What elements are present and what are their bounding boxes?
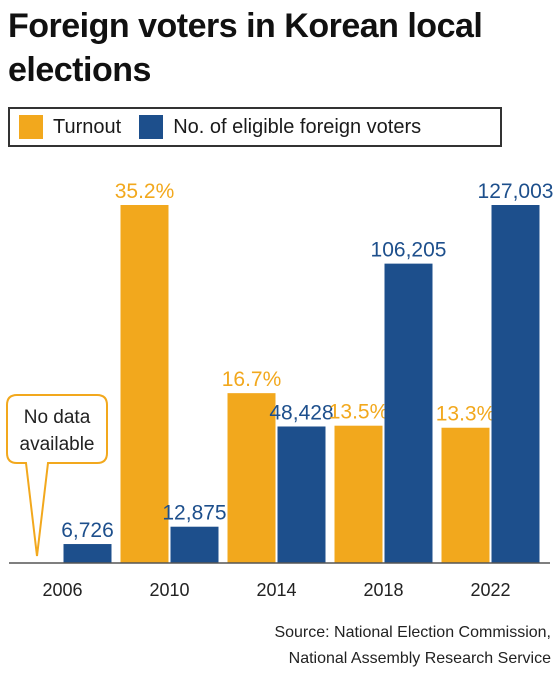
bar-eligible-2010 [170, 526, 219, 563]
source-line-1: Source: National Election Commission, [274, 624, 551, 641]
bar-eligible-2018 [384, 263, 433, 563]
label-turnout-2022: 13.3% [436, 403, 496, 426]
no-data-label-line-1: No data [24, 407, 91, 428]
label-eligible-2022: 127,003 [478, 180, 554, 203]
x-tick-2018: 2018 [363, 580, 403, 600]
bar-turnout-2018 [334, 425, 383, 563]
bar-eligible-2014 [277, 426, 326, 563]
label-turnout-2018: 13.5% [329, 401, 389, 424]
legend: Turnout No. of eligible foreign voters [8, 107, 502, 147]
x-tick-2006: 2006 [42, 580, 82, 600]
no-data-label-line-2: available [20, 434, 95, 455]
legend-item-eligible-voters: No. of eligible foreign voters [139, 115, 421, 139]
bar-eligible-2022 [491, 205, 540, 563]
label-eligible-2018: 106,205 [371, 239, 447, 262]
label-eligible-2014: 48,428 [269, 401, 333, 424]
no-data-callout [6, 394, 108, 557]
chart-title: Foreign voters in Korean local elections [8, 7, 483, 89]
label-turnout-2014: 16.7% [222, 368, 282, 391]
label-eligible-2006: 6,726 [61, 519, 114, 542]
legend-label-turnout: Turnout [53, 115, 122, 138]
legend-swatch-eligible-voters [139, 115, 164, 139]
source-line-2: National Assembly Research Service [288, 650, 551, 667]
bar-eligible-2006 [63, 544, 112, 563]
label-turnout-2010: 35.2% [115, 180, 175, 203]
legend-label-eligible-voters: No. of eligible foreign voters [173, 115, 422, 138]
label-eligible-2010: 12,875 [162, 502, 226, 525]
x-tick-2010: 2010 [149, 580, 189, 600]
x-tick-2014: 2014 [256, 580, 296, 600]
legend-swatch-turnout [19, 115, 43, 139]
source-note: Source: National Election Commission, Na… [274, 620, 551, 672]
bar-turnout-2014 [227, 393, 276, 563]
bar-turnout-2022 [441, 427, 490, 563]
bar-turnout-2010 [120, 205, 169, 563]
x-tick-2022: 2022 [470, 580, 510, 600]
bar-chart: 6,726 2006 35.2% 12,875 2010 16.7% 48,428 2014 1… [6, 180, 554, 600]
legend-item-turnout: Turnout [19, 115, 121, 139]
